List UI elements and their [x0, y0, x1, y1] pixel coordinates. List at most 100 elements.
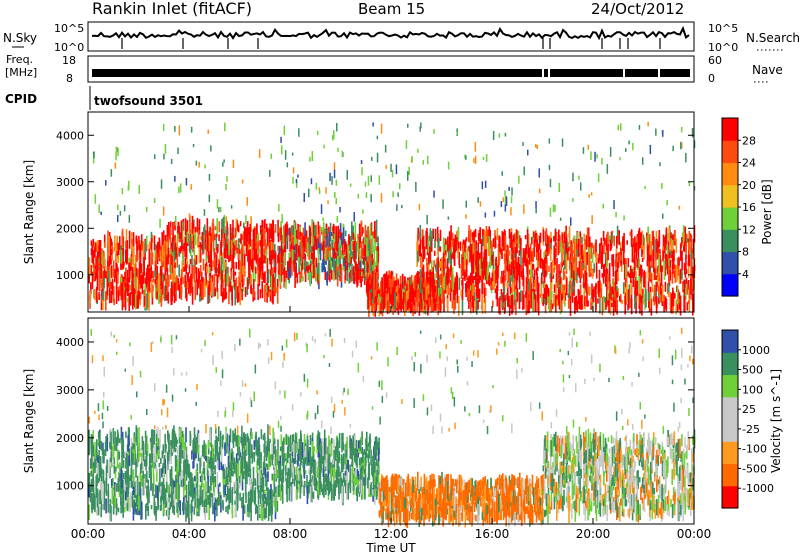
range-gate-cell [606, 260, 608, 268]
range-gate-cell [482, 261, 484, 278]
range-gate-cell [107, 243, 109, 260]
range-gate-cell [156, 485, 159, 499]
range-gate-cell [428, 275, 430, 295]
range-gate-cell [207, 456, 209, 470]
range-gate-cell [339, 223, 342, 240]
range-gate-cell [320, 227, 323, 232]
range-gate-cell [140, 263, 142, 274]
range-gate-cell [626, 282, 628, 302]
range-gate-cell [517, 256, 520, 276]
range-gate-cell [422, 272, 425, 283]
range-gate-cell [207, 129, 209, 134]
range-gate-cell [269, 229, 272, 238]
range-gate-cell [445, 240, 448, 245]
range-gate-cell [495, 262, 498, 280]
range-gate-cell [225, 466, 228, 487]
range-gate-cell [170, 475, 173, 487]
range-gate-cell [470, 272, 472, 283]
range-gate-cell [577, 288, 580, 305]
range-gate-cell [101, 298, 103, 304]
range-gate-cell [148, 248, 151, 267]
range-gate-cell [120, 490, 122, 506]
range-gate-cell [196, 471, 199, 487]
range-gate-cell [555, 231, 558, 241]
range-gate-cell [225, 493, 228, 503]
range-gate-cell [458, 277, 461, 290]
range-gate-cell [538, 258, 540, 268]
range-gate-cell [219, 442, 222, 456]
range-gate-cell [222, 279, 224, 293]
range-gate-cell [204, 224, 206, 235]
range-gate-cell [228, 251, 230, 263]
nsky-dropouts [121, 38, 661, 49]
range-gate-cell [160, 289, 163, 307]
range-gate-cell [525, 291, 527, 299]
range-gate-cell [256, 457, 259, 466]
range-gate-cell [536, 235, 539, 240]
range-gate-cell [569, 264, 572, 281]
range-gate-cell [148, 268, 151, 288]
range-gate-cell [311, 151, 314, 161]
range-gate-cell [240, 262, 243, 281]
range-gate-cell [634, 236, 636, 253]
range-gate-cell [601, 296, 604, 316]
range-gate-cell [154, 278, 157, 285]
range-gate-cell [496, 265, 499, 280]
range-gate-cell [434, 292, 437, 308]
range-gate-cell [595, 266, 598, 279]
range-gate-cell [186, 500, 189, 517]
range-gate-cell [418, 288, 421, 303]
range-gate-cell [162, 444, 165, 455]
range-gate-cell [183, 466, 186, 486]
range-gate-cell [140, 234, 143, 251]
range-gate-cell [262, 488, 265, 508]
range-gate-cell [421, 237, 424, 249]
range-gate-cell [185, 459, 187, 474]
range-gate-cell [458, 264, 461, 269]
range-gate-cell [573, 299, 576, 307]
range-gate-cell [258, 149, 261, 158]
range-gate-cell [172, 222, 174, 242]
range-gate-cell [536, 272, 538, 292]
range-gate-cell [151, 453, 154, 468]
range-gate-cell [364, 181, 367, 187]
range-gate-cell [333, 233, 336, 243]
range-gate-cell [310, 178, 313, 185]
range-gate-cell [235, 262, 238, 268]
range-gate-cell [384, 277, 386, 291]
range-gate-cell [341, 150, 344, 158]
range-gate-cell [222, 258, 225, 273]
range-gate-cell [219, 252, 221, 261]
range-gate-cell [267, 443, 269, 458]
range-gate-cell [438, 274, 440, 286]
range-gate-cell [122, 506, 124, 518]
range-gate-cell [92, 456, 95, 463]
range-gate-cell [630, 265, 632, 283]
range-gate-cell [126, 269, 129, 282]
range-gate-cell [143, 257, 145, 273]
range-gate-cell [413, 275, 416, 291]
range-gate-cell [477, 265, 480, 285]
range-gate-cell [534, 280, 536, 292]
range-gate-cell [88, 439, 91, 456]
range-gate-cell [437, 294, 440, 302]
range-gate-cell [392, 298, 394, 315]
range-gate-cell [543, 283, 546, 288]
range-gate-cell [616, 225, 619, 244]
range-gate-cell [476, 277, 479, 291]
range-gate-cell [221, 436, 224, 449]
range-gate-cell [271, 453, 273, 466]
range-gate-cell [208, 235, 211, 251]
range-gate-cell [159, 468, 161, 485]
range-gate-cell [223, 159, 225, 163]
range-gate-cell [239, 289, 241, 306]
range-gate-cell [195, 436, 198, 454]
range-gate-cell [243, 471, 245, 480]
range-gate-cell [314, 225, 316, 240]
range-gate-cell [131, 480, 134, 489]
range-gate-cell [203, 490, 205, 500]
range-gate-cell [502, 232, 505, 251]
range-gate-cell [105, 180, 107, 186]
range-gate-cell [412, 293, 415, 305]
